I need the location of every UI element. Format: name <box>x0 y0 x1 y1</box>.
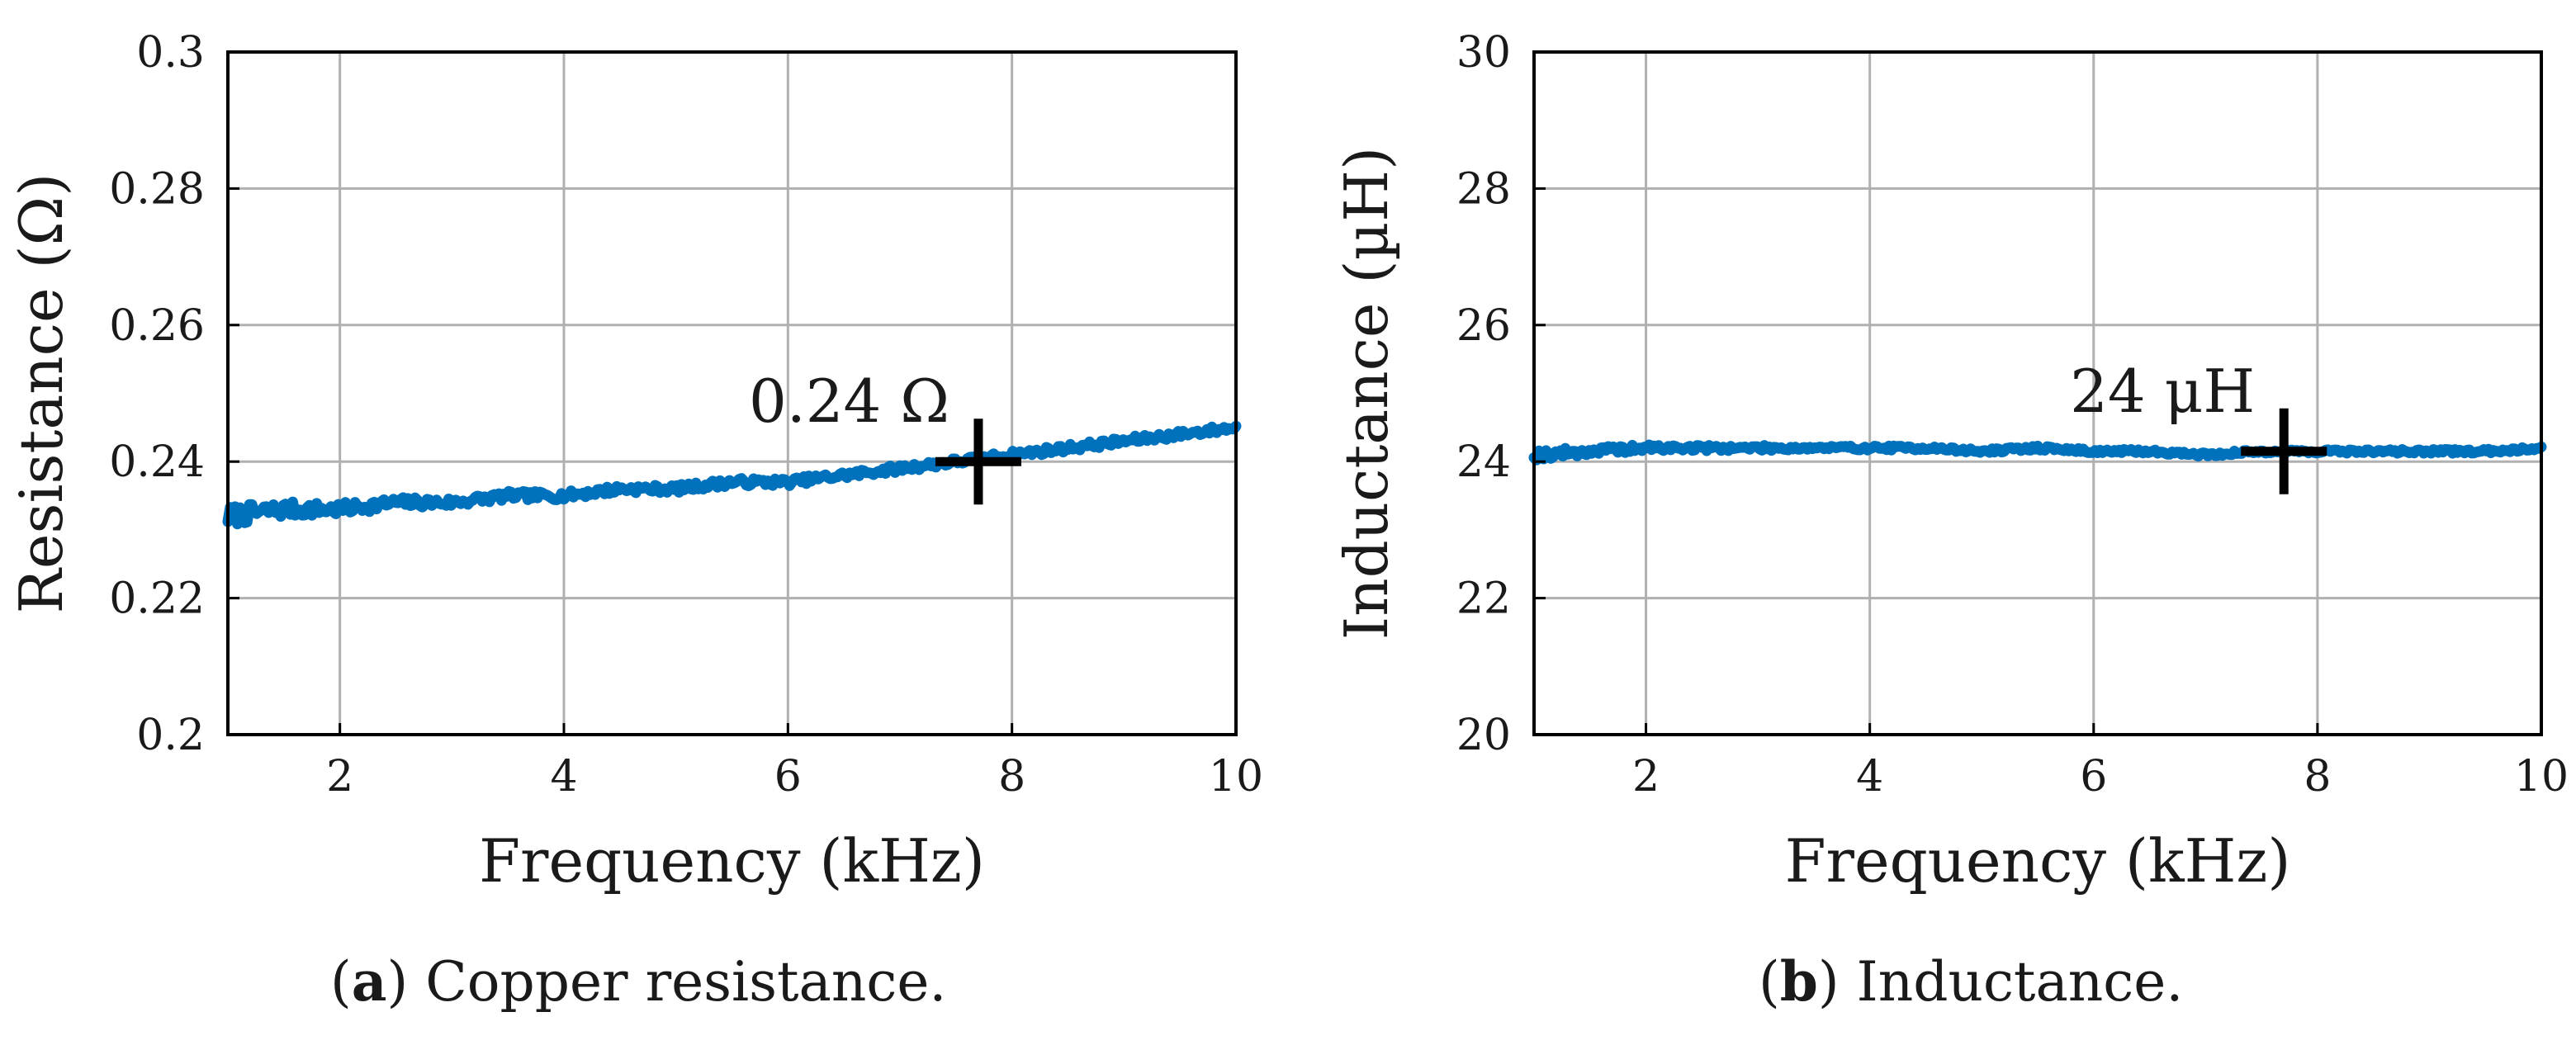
y-tick-label-b-1: 22 <box>1456 575 1511 624</box>
y-axis-label-b: Inductance (µH) <box>1332 147 1401 640</box>
caption-b-text: Inductance. <box>1839 950 2184 1014</box>
caption-a-label: a <box>351 949 387 1014</box>
y-tick-label-b-5: 30 <box>1456 28 1511 78</box>
x-axis-label-a: Frequency (kHz) <box>479 826 985 896</box>
y-tick-label-a-1: 0.22 <box>109 575 205 624</box>
x-tick-label-a-4: 10 <box>1209 752 1263 801</box>
chart-panel-a: 2 4 6 8 10 0.2 0.22 0.24 0.26 0.28 0.3 Frequency (k… <box>7 28 1263 896</box>
caption-b: (b) Inductance. <box>1759 949 2184 1014</box>
y-tick-label-b-2: 24 <box>1456 437 1511 487</box>
x-tick-label-b-2: 6 <box>2080 752 2107 801</box>
grid-a <box>228 52 1236 735</box>
plot-frame-b <box>1532 50 2543 736</box>
caption-a: (a) Copper resistance. <box>330 949 947 1014</box>
x-tick-label-a-0: 2 <box>326 752 353 801</box>
y-tick-label-a-5: 0.3 <box>136 28 205 78</box>
y-axis-label-a: Resistance (Ω) <box>7 173 76 614</box>
x-tick-label-a-2: 6 <box>774 752 802 801</box>
y-tick-label-a-4: 0.28 <box>109 164 205 214</box>
y-tick-label-a-2: 0.24 <box>109 437 205 487</box>
y-tick-label-b-0: 20 <box>1456 711 1511 760</box>
plot-frame-a <box>226 50 1238 736</box>
y-tick-label-a-0: 0.2 <box>136 711 205 760</box>
series-line-b <box>1528 439 2547 466</box>
y-tick-label-a-3: 0.26 <box>109 301 205 351</box>
annotation-label-b: 24 μH <box>2070 357 2255 426</box>
x-tick-label-a-3: 8 <box>998 752 1025 801</box>
caption-a-text: Copper resistance. <box>408 950 947 1014</box>
x-axis-label-b: Frequency (kHz) <box>1785 826 2291 896</box>
x-tick-label-b-4: 10 <box>2514 752 2569 801</box>
x-tick-label-b-3: 8 <box>2304 752 2331 801</box>
series-line-a <box>222 420 1242 530</box>
caption-b-label: b <box>1779 949 1818 1014</box>
grid-b <box>1534 52 2541 735</box>
y-tick-label-b-3: 26 <box>1456 301 1511 351</box>
x-tick-label-b-1: 4 <box>1856 752 1883 801</box>
x-tick-label-b-0: 2 <box>1632 752 1660 801</box>
annotation-label-a: 0.24 Ω <box>749 366 949 436</box>
y-tick-label-b-4: 28 <box>1456 164 1511 214</box>
x-tick-label-a-1: 4 <box>550 752 577 801</box>
